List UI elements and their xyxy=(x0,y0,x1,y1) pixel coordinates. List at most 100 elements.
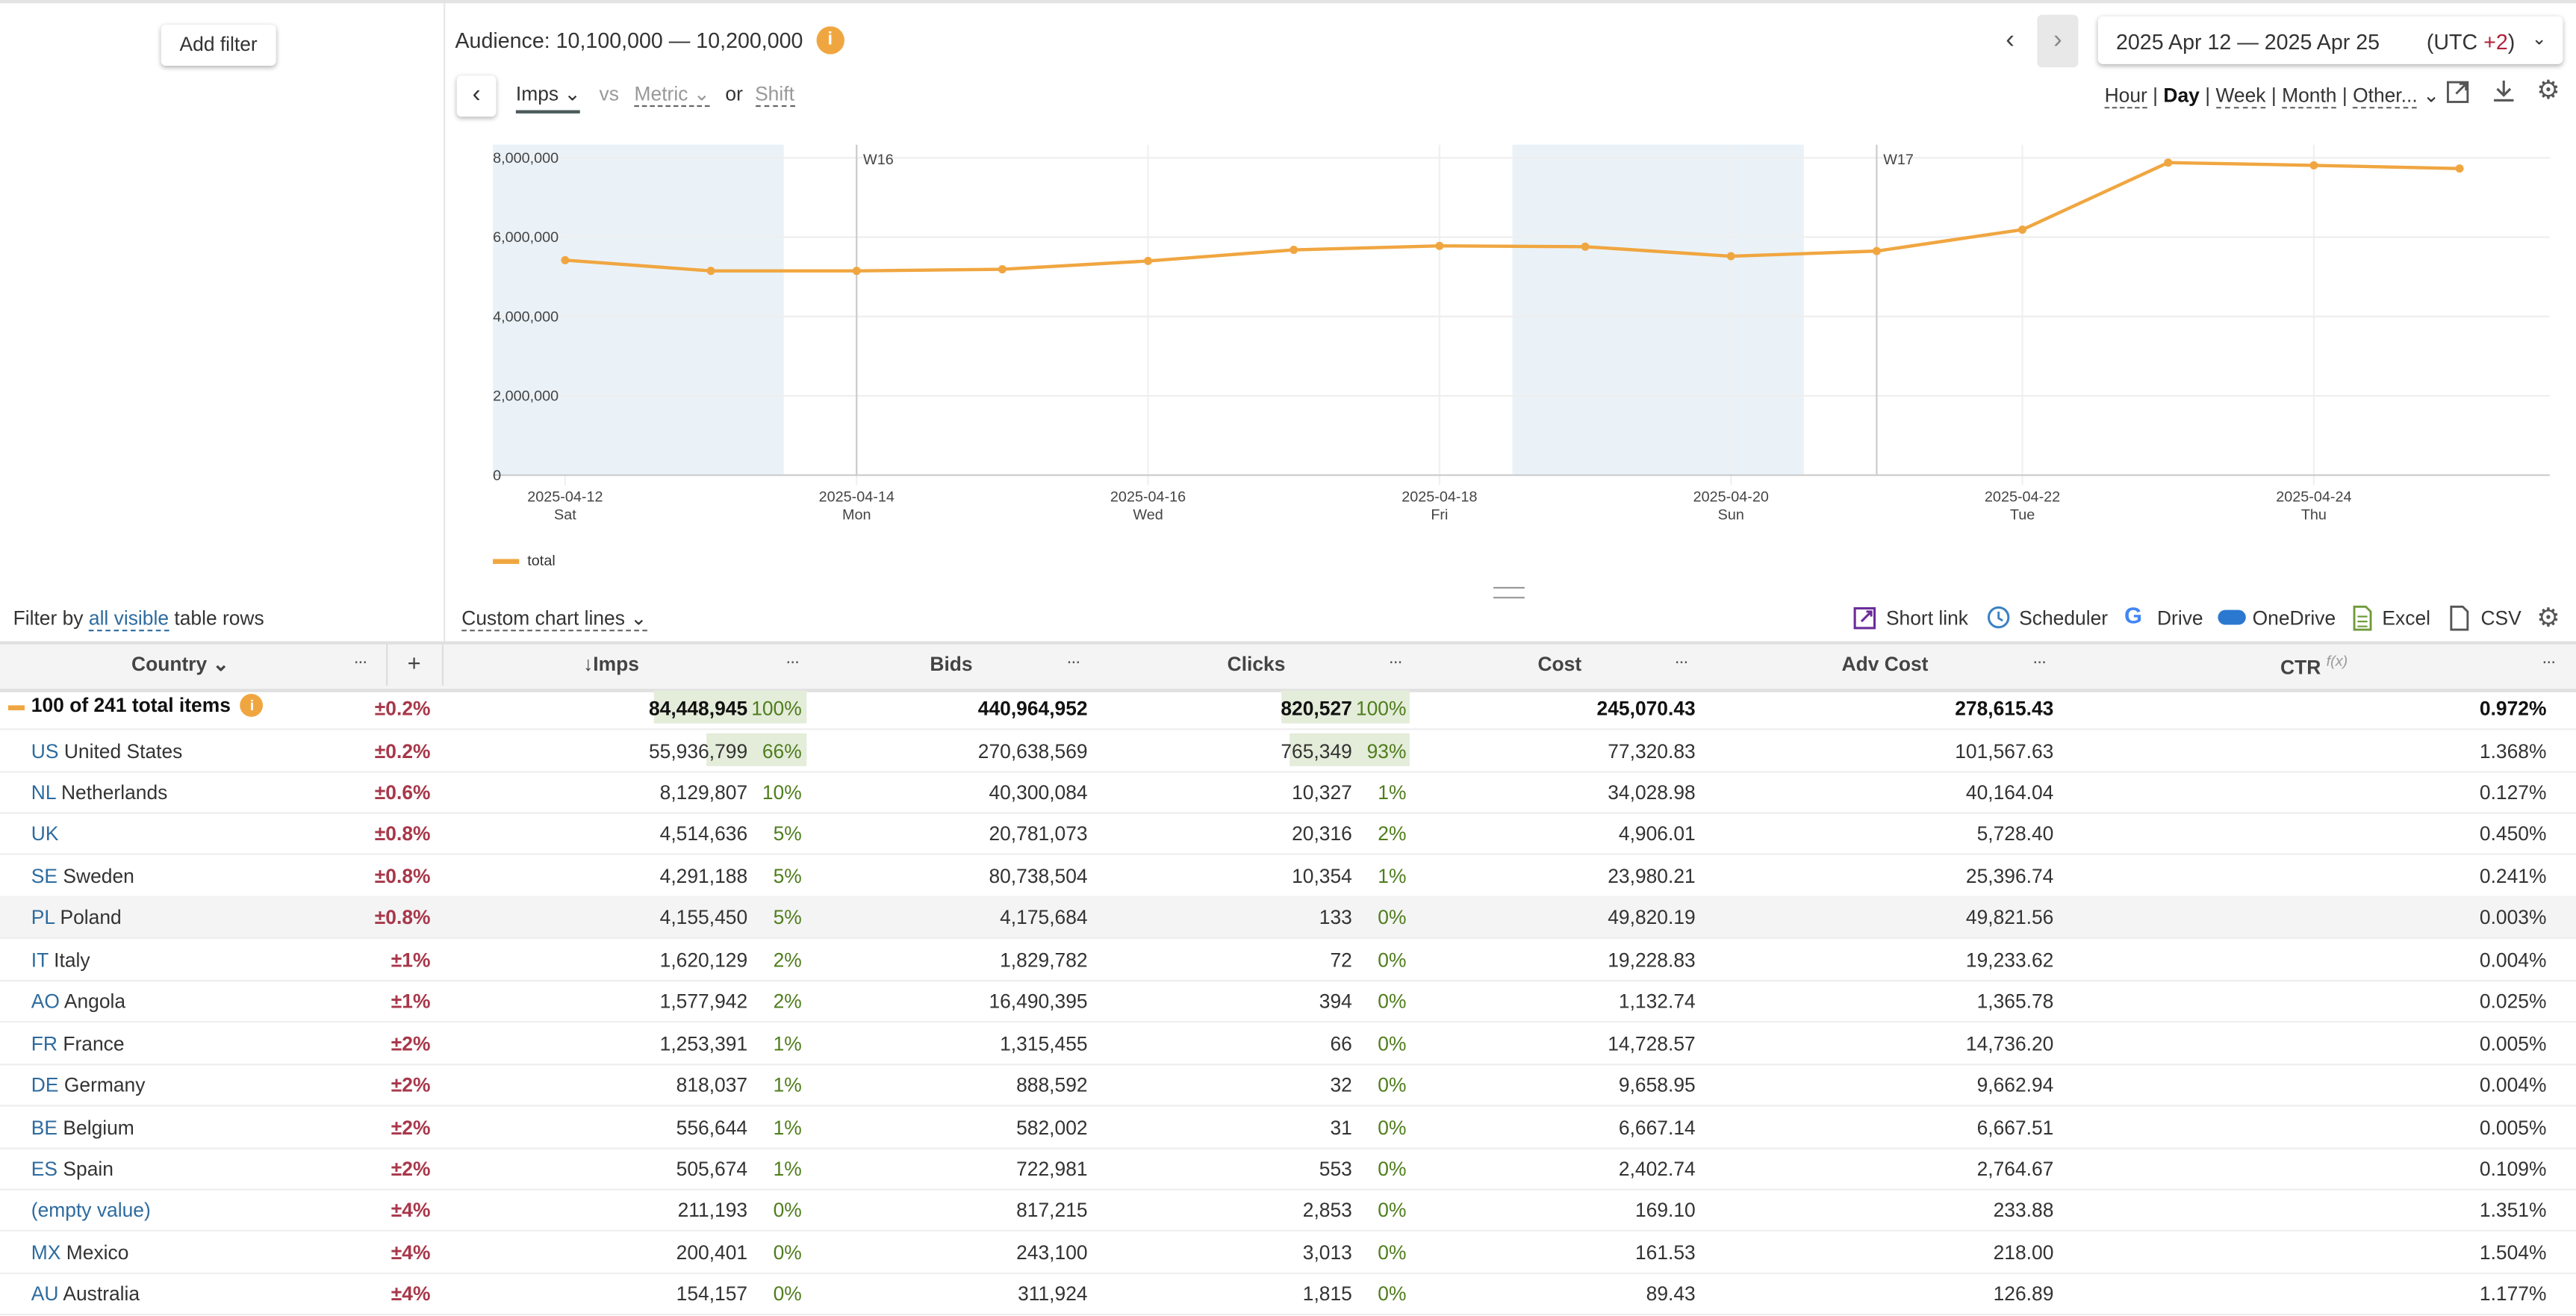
country-column-menu[interactable]: ··· xyxy=(353,652,368,673)
column-header-adv-cost[interactable]: Adv Cost xyxy=(1841,652,1929,676)
excel-button[interactable]: Excel xyxy=(2382,606,2430,630)
table-row[interactable]: BE Belgium ±2% 556,644 1% 582,002 31 0% 6,667.1… xyxy=(0,1105,2576,1149)
date-range-picker[interactable]: 2025 Apr 12 — 2025 Apr 25 (UTC +2) ⌄ xyxy=(2097,16,2563,64)
csv-button[interactable]: CSV xyxy=(2480,606,2521,630)
country-cell[interactable]: DE Germany xyxy=(31,1074,146,1097)
country-cell[interactable]: PL Poland xyxy=(31,907,122,930)
country-name: Netherlands xyxy=(60,780,168,804)
country-cell[interactable]: UK xyxy=(31,823,59,846)
country-cell[interactable]: ES Spain xyxy=(31,1158,113,1181)
next-period-button[interactable]: › xyxy=(2037,14,2079,68)
short-link-button[interactable]: Short link xyxy=(1885,606,1969,630)
adv-cost-column-menu[interactable]: ··· xyxy=(2032,652,2047,673)
granularity-month[interactable]: Month xyxy=(2282,84,2337,109)
country-cell[interactable]: (empty value) xyxy=(31,1199,151,1223)
column-header-clicks[interactable]: Clicks xyxy=(1227,652,1286,676)
country-code[interactable]: UK xyxy=(31,822,59,846)
country-code[interactable]: NL xyxy=(31,780,56,804)
table-settings-gear-icon[interactable]: ⚙ xyxy=(2536,605,2560,633)
table-row[interactable]: UK ±0.8% 4,514,636 5% 20,781,073 20,316 2% 4,90… xyxy=(0,813,2576,856)
table-row[interactable]: AU Australia ±4% 154,157 0% 311,924 1,815 0% 89… xyxy=(0,1273,2576,1316)
country-cell[interactable]: MX Mexico xyxy=(31,1241,129,1264)
add-column-button[interactable]: + xyxy=(407,649,421,676)
primary-metric-dropdown[interactable]: Imps ⌄ xyxy=(515,82,581,114)
prev-period-button[interactable]: ‹ xyxy=(2006,26,2015,55)
bids-value: 80,738,504 xyxy=(989,864,1088,888)
utc-prefix: (UTC xyxy=(2426,29,2484,55)
or-label: or xyxy=(725,82,743,105)
country-code[interactable]: PL xyxy=(31,906,55,930)
open-external-icon[interactable] xyxy=(2446,81,2469,104)
country-code[interactable]: MX xyxy=(31,1241,61,1264)
column-header-country[interactable]: Country ⌄ xyxy=(131,653,229,676)
granularity-week[interactable]: Week xyxy=(2215,84,2266,109)
bids-column-menu[interactable]: ··· xyxy=(1065,652,1081,673)
info-icon[interactable]: i xyxy=(240,693,264,717)
column-header-bids[interactable]: Bids xyxy=(930,652,973,676)
compare-metric-dropdown[interactable]: Metric ⌄ xyxy=(634,82,710,108)
legend-label-total[interactable]: total xyxy=(527,552,556,569)
column-header-ctr[interactable]: CTR f(x) xyxy=(2280,653,2348,679)
onedrive-button[interactable]: OneDrive xyxy=(2252,606,2336,630)
table-row[interactable]: PL Poland ±0.8% 4,155,450 5% 4,175,684 133 0% 4… xyxy=(0,896,2576,940)
table-row[interactable]: ES Spain ±2% 505,674 1% 722,981 553 0% 2,402.74… xyxy=(0,1148,2576,1191)
country-code[interactable]: FR xyxy=(31,1031,58,1055)
country-code[interactable]: BE xyxy=(31,1115,58,1139)
add-filter-button[interactable]: Add filter xyxy=(161,25,276,66)
imps-percent: 66% xyxy=(762,739,802,763)
all-visible-link[interactable]: all visible xyxy=(88,606,169,632)
resize-handle[interactable] xyxy=(1493,586,1525,599)
cost-column-menu[interactable]: ··· xyxy=(1674,652,1689,673)
table-row[interactable]: (empty value) ±4% 211,193 0% 817,215 2,853 0% 1… xyxy=(0,1190,2576,1232)
shift-button[interactable]: Shift xyxy=(755,82,794,108)
country-cell[interactable]: US United States xyxy=(31,739,183,762)
ctr-column-menu[interactable]: ··· xyxy=(2541,652,2557,673)
country-cell[interactable]: FR France xyxy=(31,1032,125,1055)
country-cell[interactable]: IT Italy xyxy=(31,949,90,972)
country-code[interactable]: DE xyxy=(31,1073,59,1097)
drive-button[interactable]: Drive xyxy=(2156,606,2203,630)
country-code[interactable]: US xyxy=(31,739,59,763)
country-code[interactable]: (empty value) xyxy=(31,1199,151,1223)
cost-value: 23,980.21 xyxy=(1608,864,1696,888)
granularity-other[interactable]: Other... xyxy=(2353,84,2418,109)
country-code[interactable]: SE xyxy=(31,864,58,888)
table-row[interactable]: NL Netherlands ±0.6% 8,129,807 10% 40,300,08… xyxy=(0,771,2576,814)
country-cell[interactable]: SE Sweden xyxy=(31,865,134,888)
total-row[interactable]: 100 of 241 total items i ±0.2% 84,448,945 10… xyxy=(0,687,2576,730)
margin-of-error: ±0.2% xyxy=(374,739,431,763)
ctr-value: 0.127% xyxy=(2479,780,2547,804)
table-row[interactable]: FR France ±2% 1,253,391 1% 1,315,455 66 0% 14,7… xyxy=(0,1022,2576,1065)
separator: | xyxy=(2205,84,2211,108)
table-row[interactable]: DE Germany ±2% 818,037 1% 888,592 32 0% 9,658.9… xyxy=(0,1064,2576,1107)
imps-column-menu[interactable]: ··· xyxy=(785,652,800,673)
table-row[interactable]: SE Sweden ±0.8% 4,291,188 5% 80,738,504 10,35… xyxy=(0,854,2576,898)
settings-gear-icon[interactable]: ⚙ xyxy=(2536,77,2560,105)
clicks-column-menu[interactable]: ··· xyxy=(1388,652,1403,673)
custom-chart-lines-dropdown[interactable]: Custom chart lines ⌄ xyxy=(461,606,647,632)
country-code[interactable]: IT xyxy=(31,948,49,972)
table-row[interactable]: AO Angola ±1% 1,577,942 2% 16,490,395 394 0% 1,… xyxy=(0,980,2576,1023)
granularity-hour[interactable]: Hour xyxy=(2104,84,2147,109)
download-icon[interactable] xyxy=(2492,79,2516,104)
country-code[interactable]: AO xyxy=(31,990,60,1014)
country-cell[interactable]: BE Belgium xyxy=(31,1116,134,1139)
imps-value: 4,514,636 xyxy=(659,822,748,846)
table-row[interactable]: IT Italy ±1% 1,620,129 2% 1,829,782 72 0% 19,22… xyxy=(0,938,2576,981)
table-row[interactable]: MX Mexico ±4% 200,401 0% 243,100 3,013 0% 161.5… xyxy=(0,1232,2576,1274)
info-icon[interactable]: i xyxy=(816,26,844,55)
collapse-back-button[interactable]: ‹ xyxy=(456,75,497,117)
column-header-imps[interactable]: ↓Imps xyxy=(583,653,639,676)
granularity-day[interactable]: Day xyxy=(2163,84,2200,108)
clicks-value: 553 xyxy=(1319,1157,1352,1181)
country-cell[interactable]: NL Netherlands xyxy=(31,780,168,804)
ctr-value: 1.351% xyxy=(2479,1199,2547,1223)
scheduler-button[interactable]: Scheduler xyxy=(2019,606,2109,630)
country-cell[interactable]: AO Angola xyxy=(31,990,125,1014)
column-header-cost[interactable]: Cost xyxy=(1537,652,1582,676)
x-tick-day: Wed xyxy=(1133,507,1163,524)
country-cell[interactable]: AU Australia xyxy=(31,1283,140,1306)
country-code[interactable]: ES xyxy=(31,1157,58,1181)
country-code[interactable]: AU xyxy=(31,1282,59,1306)
table-row[interactable]: US United States ±0.2% 55,936,799 66% 270,63… xyxy=(0,729,2576,772)
